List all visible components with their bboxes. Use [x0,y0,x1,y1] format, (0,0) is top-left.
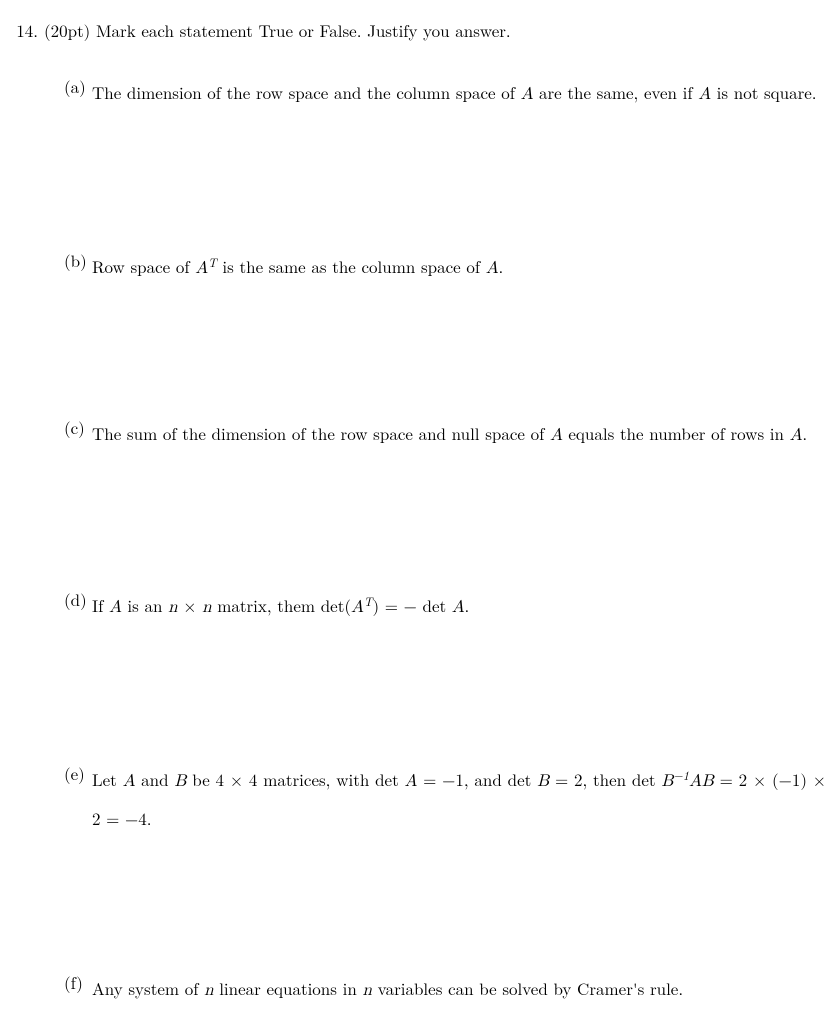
answer-space-c [64,455,826,587]
part-e: (e) Let A and B be 4 × 4 matrices, with … [64,761,826,838]
question-body: (20pt) Mark each statement True or False… [44,18,826,1009]
question-points: (20pt) [44,18,90,42]
answer-space-a [64,113,826,248]
part-d-letter: (d) [64,587,92,613]
parts-list: (a) The dimension of the row space and t… [44,74,826,1010]
part-b-text: Row space of AT is the same as the colum… [92,248,826,287]
part-a: (a) The dimension of the row space and t… [64,74,826,113]
answer-space-e [64,838,826,970]
exam-page: 14. (20pt) Mark each statement True or F… [0,0,836,1027]
part-a-letter: (a) [64,74,92,100]
part-b-letter: (b) [64,248,92,274]
question-prompt-text: Mark each statement True or False. Justi… [96,18,511,42]
part-d-text: If A is an n × n matrix, them det(AT) = … [92,587,826,626]
answer-space-b [64,287,826,415]
part-c: (c) The sum of the dimension of the row … [64,415,826,454]
question-number: 14. [10,18,44,44]
part-c-letter: (c) [64,415,92,441]
part-f-letter: (f) [64,970,92,996]
part-e-letter: (e) [64,761,92,787]
part-c-text: The sum of the dimension of the row spac… [92,415,826,454]
part-f-text: Any system of n linear equations in n va… [92,970,826,1009]
part-b: (b) Row space of AT is the same as the c… [64,248,826,287]
part-a-text: The dimension of the row space and the c… [92,74,826,113]
part-f: (f) Any system of n linear equations in … [64,970,826,1009]
answer-space-d [64,626,826,761]
part-d: (d) If A is an n × n matrix, them det(AT… [64,587,826,626]
part-e-text: Let A and B be 4 × 4 matrices, with det … [92,761,826,838]
question-14: 14. (20pt) Mark each statement True or F… [10,18,826,1009]
